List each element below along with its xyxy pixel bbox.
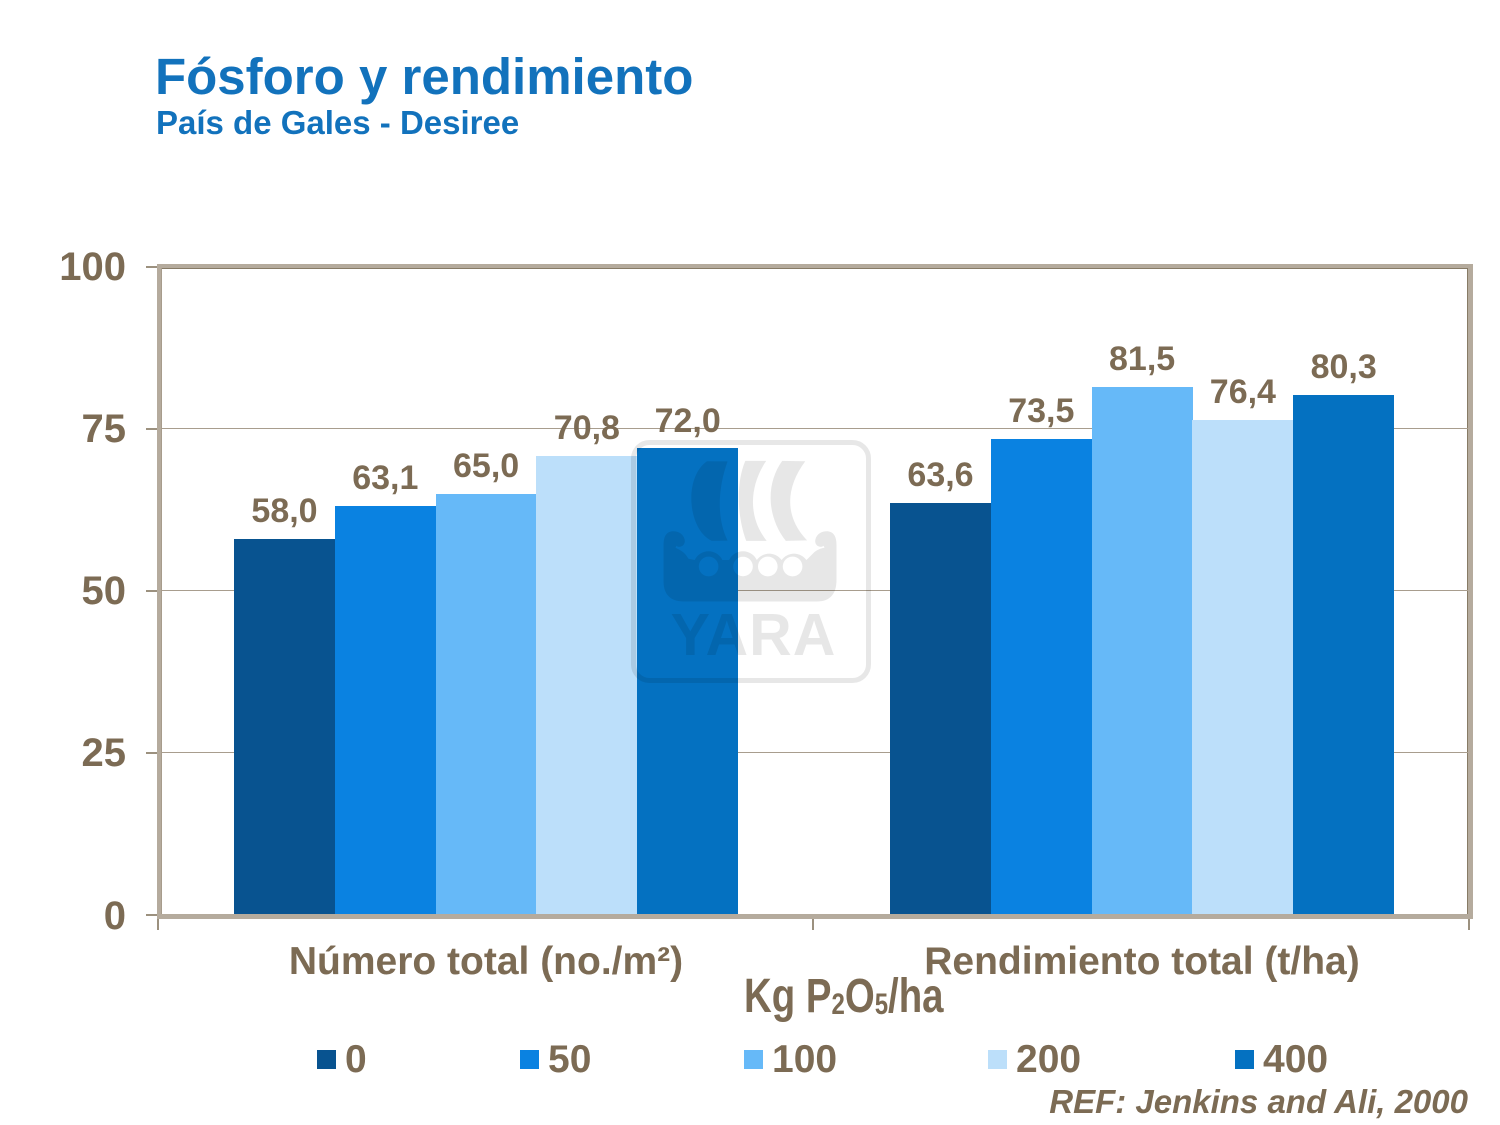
svg-text:YARA: YARA xyxy=(671,602,837,668)
